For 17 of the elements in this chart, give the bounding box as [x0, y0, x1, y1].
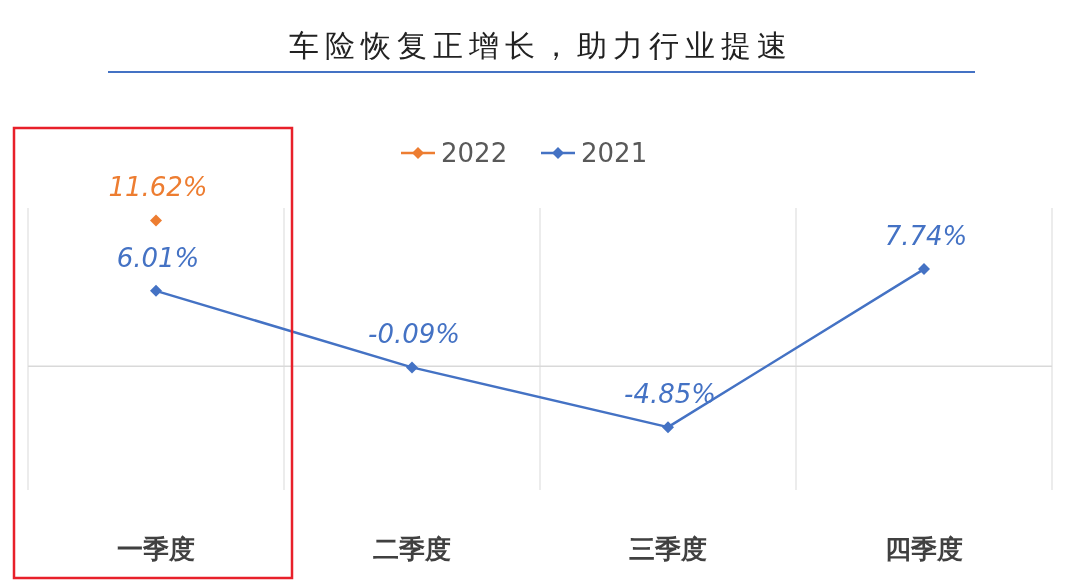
data-label: -0.09% [368, 319, 460, 350]
point [150, 284, 162, 297]
x-tick-label: 三季度 [629, 534, 707, 564]
point [150, 214, 162, 227]
point [406, 361, 418, 374]
x-tick-label: 四季度 [885, 534, 963, 564]
x-tick-label: 二季度 [373, 534, 451, 564]
legend-label: 2021 [581, 138, 648, 168]
point [918, 263, 930, 276]
point [662, 421, 674, 434]
chart-title: 车险恢复正增长，助力行业提速 [289, 28, 793, 63]
data-label: -4.85% [624, 379, 716, 410]
data-label: 7.74% [884, 221, 968, 252]
data-label: 6.01% [116, 242, 200, 273]
x-tick-label: 一季度 [117, 534, 195, 564]
data-label: 11.62% [108, 172, 208, 203]
legend-label: 2022 [441, 138, 508, 168]
